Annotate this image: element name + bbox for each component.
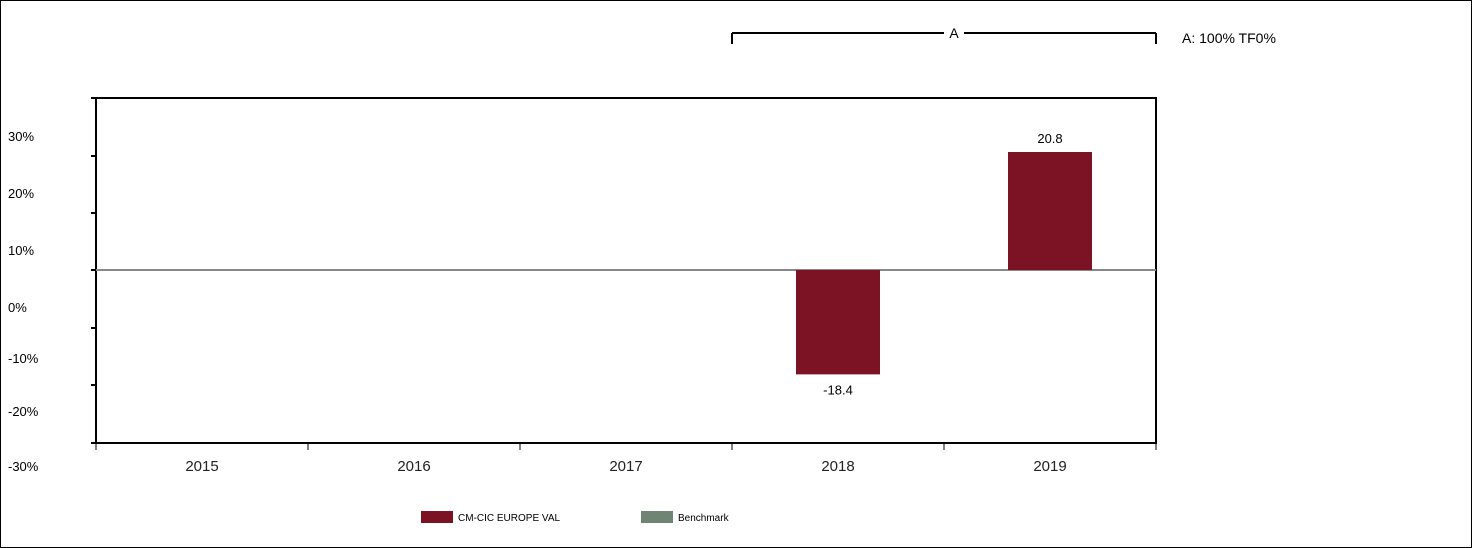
data-label: -18.4	[823, 382, 853, 397]
y-tick-label: 20%	[8, 186, 34, 201]
bracket-label-bg	[944, 24, 964, 40]
x-tick-label: 2018	[821, 458, 854, 475]
axes: 30% 20% 10% 0% -10% -20% -30% 2015 2016 2017 2018 2…	[8, 97, 1157, 475]
period-label: A	[949, 25, 959, 41]
y-tick-label: -30%	[8, 459, 39, 474]
legend-label: Benchmark	[678, 513, 730, 524]
period-bracket: A A: 100% TF0%	[731, 24, 1276, 46]
x-tick-label: 2015	[185, 458, 218, 475]
y-tick-label: 0%	[8, 300, 27, 315]
legend-swatch	[421, 511, 453, 523]
data-label: 20.8	[1037, 131, 1062, 146]
period-legend: A: 100% TF0%	[1182, 30, 1276, 46]
bar	[796, 270, 880, 375]
bars	[796, 152, 1092, 375]
legend: CM-CIC EUROPE VAL Benchmark	[421, 511, 730, 524]
y-tick-label: -20%	[8, 404, 39, 419]
legend-label: CM-CIC EUROPE VAL	[458, 513, 560, 524]
x-tick-label: 2017	[609, 458, 642, 475]
y-tick-label: -10%	[8, 351, 39, 366]
bar	[1008, 152, 1092, 270]
y-tick-label: 10%	[8, 243, 34, 258]
x-tick-label: 2019	[1033, 458, 1066, 475]
legend-swatch	[641, 511, 673, 523]
x-tick-label: 2016	[397, 458, 430, 475]
y-tick-label: 30%	[8, 129, 34, 144]
labels: -18.4 20.8	[823, 131, 1062, 397]
